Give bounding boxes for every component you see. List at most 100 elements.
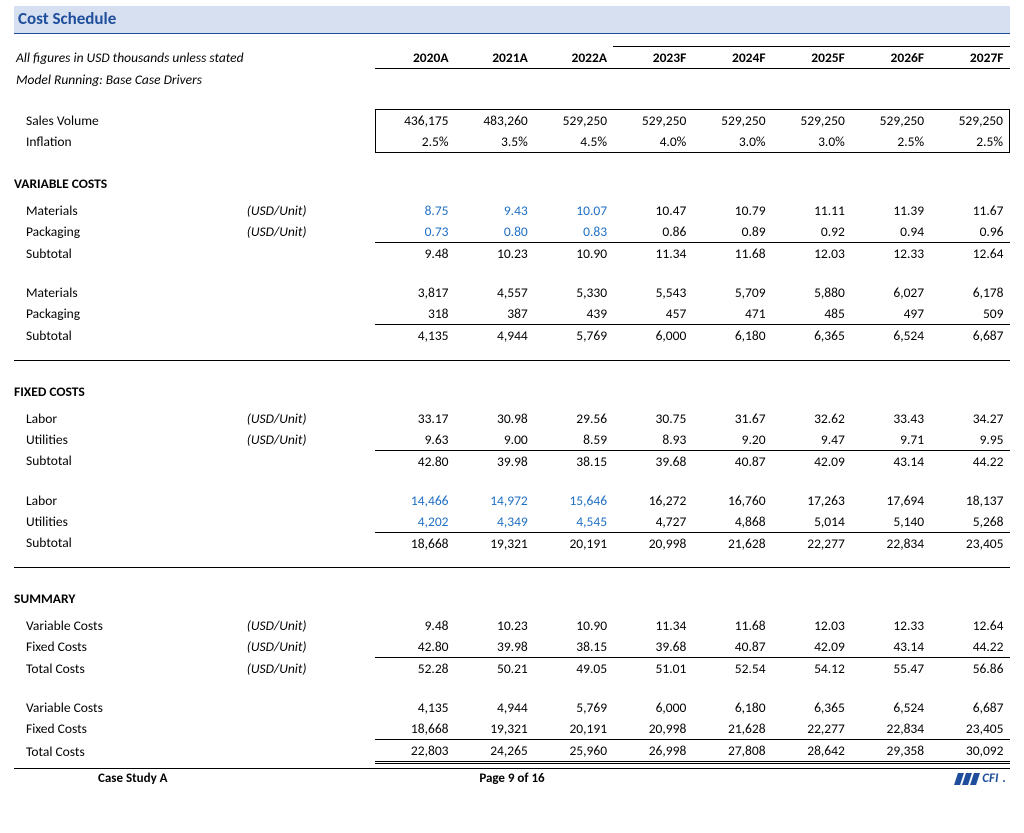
materials_u-label: Materials xyxy=(14,200,245,221)
sum_tc_u-y4: 52.54 xyxy=(692,658,771,680)
packaging_t-y2: 439 xyxy=(534,303,613,325)
utilities_u-label: Utilities xyxy=(14,429,245,451)
utilities_t-y4: 4,868 xyxy=(692,511,771,533)
labor_u-y4: 31.67 xyxy=(692,408,771,429)
subtotal_fu-y4: 40.87 xyxy=(692,450,771,472)
labor_u-y7: 34.27 xyxy=(930,408,1009,429)
subtotal_vu-y6: 12.33 xyxy=(851,243,930,265)
sum_tc_t-y3: 26,998 xyxy=(613,740,692,763)
inflation-y7: 2.5% xyxy=(930,131,1009,153)
row-materials_u: Materials(USD/Unit)8.759.4310.0710.4710.… xyxy=(14,200,1010,221)
sum_vc_u-y0: 9.48 xyxy=(375,615,454,636)
utilities_t-y0: 4,202 xyxy=(375,511,454,533)
row-utilities_t: Utilities4,2024,3494,5454,7274,8685,0145… xyxy=(14,511,1010,533)
row-materials_t: Materials3,8174,5575,3305,5435,7095,8806… xyxy=(14,282,1010,303)
utilities_u-y6: 9.71 xyxy=(851,429,930,451)
sales_volume-label: Sales Volume xyxy=(14,110,245,132)
row-packaging_t: Packaging318387439457471485497509 xyxy=(14,303,1010,325)
subtotal_fu-y5: 42.09 xyxy=(772,450,851,472)
row-subtotal_vt: Subtotal4,1354,9445,7696,0006,1806,3656,… xyxy=(14,325,1010,347)
labor_u-unit: (USD/Unit) xyxy=(245,408,375,429)
labor_t-y2: 15,646 xyxy=(534,490,613,511)
sum_tc_u-y7: 56.86 xyxy=(930,658,1009,680)
labor_u-y6: 33.43 xyxy=(851,408,930,429)
section-section_fix: FIXED COSTS xyxy=(14,360,1010,402)
subtotal_ft-y2: 20,191 xyxy=(534,532,613,554)
subtotal_ft-y4: 21,628 xyxy=(692,532,771,554)
row-subtotal_vu: Subtotal9.4810.2310.9011.3411.6812.0312.… xyxy=(14,243,1010,265)
labor_u-y2: 29.56 xyxy=(534,408,613,429)
sum_tc_t-y6: 29,358 xyxy=(851,740,930,763)
utilities_t-y7: 5,268 xyxy=(930,511,1009,533)
packaging_u-unit: (USD/Unit) xyxy=(245,221,375,243)
sum_vc_u-y6: 12.33 xyxy=(851,615,930,636)
utilities_t-y2: 4,545 xyxy=(534,511,613,533)
packaging_t-y7: 509 xyxy=(930,303,1009,325)
labor_u-y5: 32.62 xyxy=(772,408,851,429)
sum_fc_t-y1: 19,321 xyxy=(455,718,534,740)
sum_tc_t-y0: 22,803 xyxy=(375,740,454,763)
sum_vc_u-y1: 10.23 xyxy=(455,615,534,636)
sum_fc_t-y2: 20,191 xyxy=(534,718,613,740)
utilities_t-y1: 4,349 xyxy=(455,511,534,533)
materials_u-y6: 11.39 xyxy=(851,200,930,221)
subtotal_ft-y6: 22,834 xyxy=(851,532,930,554)
row-sum_vc_u: Variable Costs(USD/Unit)9.4810.2310.9011… xyxy=(14,615,1010,636)
utilities_u-y5: 9.47 xyxy=(772,429,851,451)
sum_fc_t-y5: 22,277 xyxy=(772,718,851,740)
sales_volume-y3: 529,250 xyxy=(613,110,692,132)
sales_volume-y7: 529,250 xyxy=(930,110,1009,132)
packaging_u-y2: 0.83 xyxy=(534,221,613,243)
row-utilities_u: Utilities(USD/Unit)9.639.008.598.939.209… xyxy=(14,429,1010,451)
row-sum_vc_t: Variable Costs4,1354,9445,7696,0006,1806… xyxy=(14,697,1010,718)
inflation-y5: 3.0% xyxy=(772,131,851,153)
sum_vc_t-label: Variable Costs xyxy=(14,697,245,718)
row-subtotal_ft: Subtotal18,66819,32120,19120,99821,62822… xyxy=(14,532,1010,554)
labor_t-label: Labor xyxy=(14,490,245,511)
subtotal_vu-y5: 12.03 xyxy=(772,243,851,265)
subtotal_vu-y1: 10.23 xyxy=(455,243,534,265)
model-note-row: Model Running: Base Case Drivers xyxy=(14,69,1010,90)
inflation-y2: 4.5% xyxy=(534,131,613,153)
sum_fc_t-y0: 18,668 xyxy=(375,718,454,740)
sum_vc_t-y7: 6,687 xyxy=(930,697,1009,718)
sum_vc_t-y6: 6,524 xyxy=(851,697,930,718)
footer-center: Page 9 of 16 xyxy=(344,771,680,786)
year-header-2020A: 2020A xyxy=(375,47,454,69)
inflation-y4: 3.0% xyxy=(692,131,771,153)
header-row: All figures in USD thousands unless stat… xyxy=(14,47,1010,69)
row-sum_tc_t: Total Costs22,80324,26525,96026,99827,80… xyxy=(14,740,1010,763)
divider-row xyxy=(14,554,1010,568)
row-sum_tc_u: Total Costs(USD/Unit)52.2850.2149.0551.0… xyxy=(14,658,1010,680)
sales_volume-y5: 529,250 xyxy=(772,110,851,132)
section-section_sum: SUMMARY xyxy=(14,568,1010,610)
row-labor_t: Labor14,46614,97215,64616,27216,76017,26… xyxy=(14,490,1010,511)
subtotal_ft-y5: 22,277 xyxy=(772,532,851,554)
materials_u-y0: 8.75 xyxy=(375,200,454,221)
sum_vc_t-y3: 6,000 xyxy=(613,697,692,718)
sum_fc_u-y5: 42.09 xyxy=(772,636,851,658)
sum_tc_t-label: Total Costs xyxy=(14,740,245,763)
sales_volume-y6: 529,250 xyxy=(851,110,930,132)
sum_vc_t-y5: 6,365 xyxy=(772,697,851,718)
inflation-label: Inflation xyxy=(14,131,245,153)
subtotal_vu-y4: 11.68 xyxy=(692,243,771,265)
sum_tc_u-y1: 50.21 xyxy=(455,658,534,680)
cfi-logo-icon xyxy=(956,773,978,785)
sum_fc_u-y6: 43.14 xyxy=(851,636,930,658)
sum_vc_t-y2: 5,769 xyxy=(534,697,613,718)
labor_t-y7: 18,137 xyxy=(930,490,1009,511)
sum_tc_t-y1: 24,265 xyxy=(455,740,534,763)
labor_u-y3: 30.75 xyxy=(613,408,692,429)
materials_u-y3: 10.47 xyxy=(613,200,692,221)
subtotal_fu-y2: 38.15 xyxy=(534,450,613,472)
subtotal_vt-y0: 4,135 xyxy=(375,325,454,347)
sum_fc_u-y2: 38.15 xyxy=(534,636,613,658)
labor_t-y3: 16,272 xyxy=(613,490,692,511)
year-header-2021A: 2021A xyxy=(455,47,534,69)
subtotal_vt-y7: 6,687 xyxy=(930,325,1009,347)
labor_t-y4: 16,760 xyxy=(692,490,771,511)
sum_vc_u-y5: 12.03 xyxy=(772,615,851,636)
materials_u-y7: 11.67 xyxy=(930,200,1009,221)
sum_tc_t-y4: 27,808 xyxy=(692,740,771,763)
